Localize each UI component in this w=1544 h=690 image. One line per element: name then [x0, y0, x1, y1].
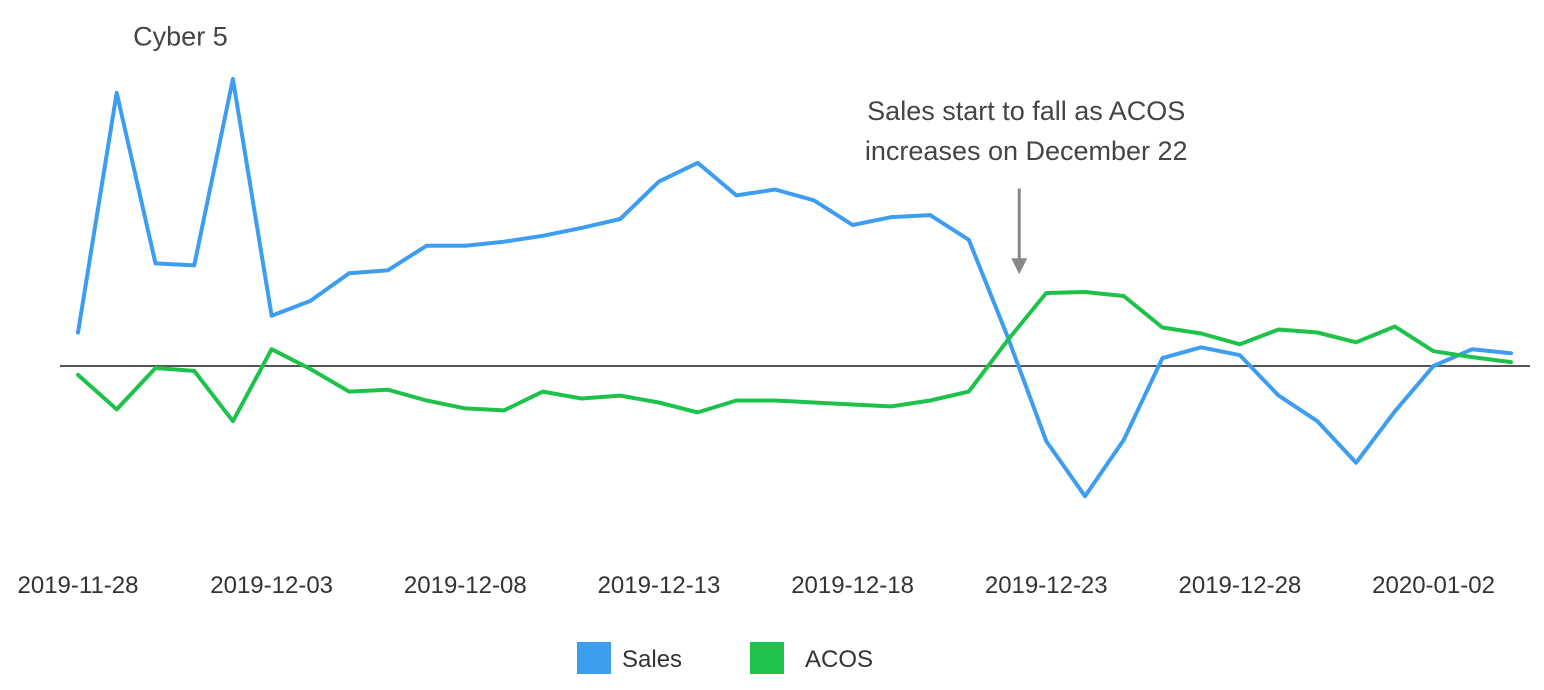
- x-tick-label: 2019-11-28: [18, 572, 139, 599]
- x-tick-label: 2019-12-18: [791, 572, 914, 599]
- legend-swatch-acos: [750, 642, 784, 674]
- legend: Sales ACOS: [577, 642, 873, 674]
- annotation-sales-fall-line-1: Sales start to fall as ACOS: [867, 96, 1185, 126]
- legend-swatch-sales: [577, 642, 611, 674]
- series-line-acos: [76, 290, 1513, 424]
- x-tick-label: 2019-12-03: [210, 572, 333, 599]
- annotation-cyber-5: Cyber 5: [133, 21, 228, 51]
- annotation-arrow-head: [1011, 258, 1028, 275]
- x-tick-label: 2019-12-28: [1179, 572, 1302, 599]
- x-axis-ticks: 2019-11-28 2019-12-03 2019-12-08 2019-12-13…: [18, 572, 1495, 599]
- legend-label-sales: Sales: [622, 646, 682, 673]
- series-layer: [76, 77, 1513, 499]
- x-tick-label: 2019-12-23: [985, 572, 1108, 599]
- annotation-sales-fall-line-2: increases on December 22: [865, 136, 1188, 166]
- x-tick-label: 2019-12-08: [404, 572, 527, 599]
- x-tick-label: 2019-12-13: [598, 572, 721, 599]
- x-tick-label: 2020-01-02: [1372, 572, 1495, 599]
- annotations: Cyber 5 Sales start to fall as ACOS increa…: [133, 21, 1188, 275]
- series-line-sales: [76, 77, 1513, 499]
- legend-label-acos: ACOS: [805, 646, 873, 673]
